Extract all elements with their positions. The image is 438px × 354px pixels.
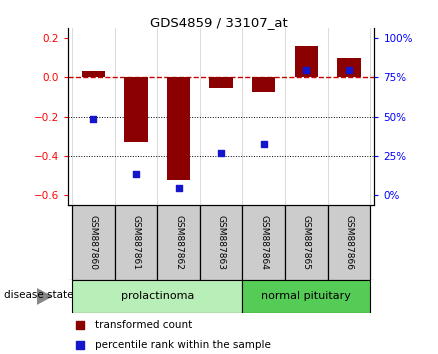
Text: GSM887863: GSM887863 <box>217 215 226 270</box>
Bar <box>295 46 318 78</box>
Polygon shape <box>37 288 53 305</box>
Point <box>77 342 84 348</box>
Text: GSM887860: GSM887860 <box>89 215 98 270</box>
Bar <box>328 205 370 280</box>
Bar <box>157 205 200 280</box>
Point <box>346 67 353 73</box>
Point <box>77 322 84 327</box>
Bar <box>285 205 328 280</box>
Point <box>260 142 267 147</box>
Bar <box>124 78 148 142</box>
Bar <box>337 58 360 78</box>
Text: GSM887865: GSM887865 <box>302 215 311 270</box>
Bar <box>209 78 233 88</box>
Bar <box>82 71 105 78</box>
Bar <box>243 205 285 280</box>
Text: GSM887866: GSM887866 <box>344 215 353 270</box>
Bar <box>167 78 191 180</box>
Point <box>175 185 182 190</box>
Text: GDS4859 / 33107_at: GDS4859 / 33107_at <box>150 16 288 29</box>
Text: GSM887864: GSM887864 <box>259 215 268 270</box>
Point <box>90 116 97 122</box>
Point <box>303 67 310 73</box>
Point <box>218 150 225 156</box>
Bar <box>243 280 370 313</box>
Text: normal pituitary: normal pituitary <box>261 291 351 302</box>
Bar <box>252 78 276 92</box>
Text: prolactinoma: prolactinoma <box>120 291 194 302</box>
Bar <box>72 205 115 280</box>
Point <box>133 171 140 177</box>
Text: disease state: disease state <box>4 290 74 300</box>
Bar <box>200 205 243 280</box>
Text: GSM887861: GSM887861 <box>131 215 141 270</box>
Text: GSM887862: GSM887862 <box>174 215 183 270</box>
Bar <box>72 280 243 313</box>
Text: transformed count: transformed count <box>95 320 193 330</box>
Bar <box>115 205 157 280</box>
Text: percentile rank within the sample: percentile rank within the sample <box>95 340 272 350</box>
